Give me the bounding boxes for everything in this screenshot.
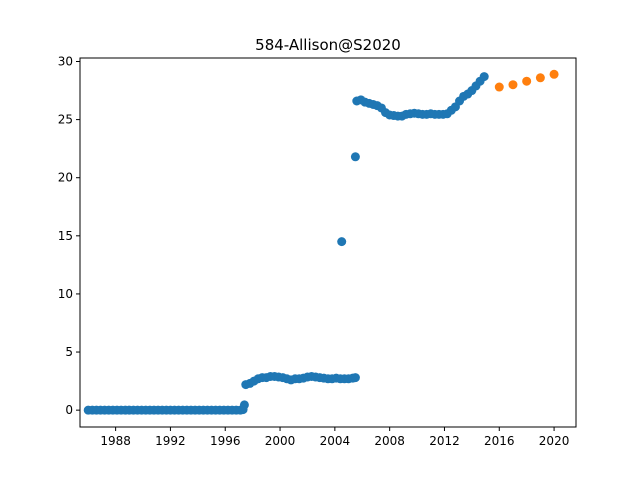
x-tick-label: 1992: [155, 434, 186, 448]
y-axis: 0 5 10 15 20 25 30: [58, 54, 80, 417]
series-0: [83, 72, 489, 415]
x-tick-label: 2020: [539, 434, 570, 448]
y-tick-label: 0: [65, 403, 73, 417]
data-point: [350, 373, 360, 383]
x-tick-label: 1988: [100, 434, 131, 448]
data-point: [239, 400, 249, 410]
x-tick-label: 2004: [320, 434, 351, 448]
y-tick-label: 10: [58, 287, 73, 301]
y-tick-label: 5: [65, 345, 73, 359]
chart-title: 584-Allison@S2020: [255, 36, 401, 54]
y-tick-label: 30: [58, 54, 73, 68]
data-point: [479, 72, 489, 82]
data-point: [549, 69, 559, 79]
y-tick-label: 15: [58, 229, 73, 243]
data-point: [522, 76, 532, 86]
x-tick-label: 2008: [374, 434, 405, 448]
x-tick-label: 2000: [265, 434, 296, 448]
y-tick-label: 20: [58, 171, 73, 185]
data-point: [508, 80, 518, 90]
data-point: [337, 237, 347, 247]
x-tick-label: 1996: [210, 434, 241, 448]
plot-frame: [79, 57, 577, 428]
x-tick-label: 2016: [484, 434, 515, 448]
data-point: [350, 152, 360, 162]
y-tick-label: 25: [58, 113, 73, 127]
data-points: [83, 69, 559, 415]
data-point: [494, 82, 504, 92]
x-tick-label: 2012: [429, 434, 460, 448]
data-point: [535, 73, 545, 83]
x-axis: 1988 1992 1996 2000 2004 2008 2012 2016 2020: [100, 427, 569, 448]
series-1: [494, 69, 559, 92]
